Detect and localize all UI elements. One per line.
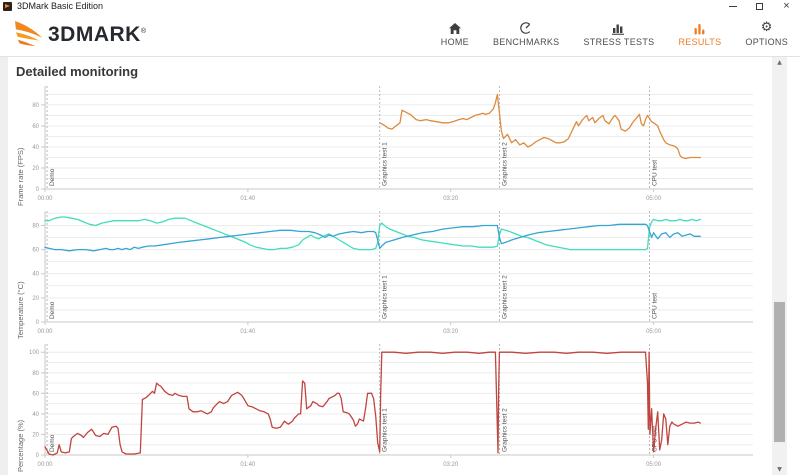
nav-item-results[interactable]: RESULTS <box>678 21 721 48</box>
x-tick-label: 00:00 <box>37 329 53 335</box>
maximize-icon <box>756 3 763 10</box>
y-tick-label: 80 <box>32 103 39 109</box>
nav-item-benchmarks[interactable]: BENCHMARKS <box>493 21 560 48</box>
nav-label: RESULTS <box>678 37 722 47</box>
y-tick-label: 40 <box>32 272 39 278</box>
monitoring-charts: Frame rate (FPS) 0 20 40 60 80 00:00 01:40 03:2… <box>0 81 800 472</box>
x-tick-label: 05:00 <box>646 196 662 202</box>
nav-item-home[interactable]: HOME <box>441 21 469 48</box>
title-bar: 3DMark Basic Edition × <box>0 0 800 13</box>
frame-rate-line <box>379 93 701 160</box>
x-tick-label: 03:20 <box>443 329 459 335</box>
x-tick-label: 00:00 <box>37 462 53 468</box>
event-label: Demo <box>49 301 56 319</box>
event-label: Graphics test 1 <box>382 408 389 452</box>
y-tick-label: 0 <box>36 320 40 326</box>
left-gutter <box>0 57 8 475</box>
event-label: Graphics test 1 <box>382 142 389 186</box>
window-title: 3DMark Basic Edition <box>17 1 104 11</box>
y-tick-label: 100 <box>29 350 40 356</box>
window-controls: × <box>719 0 800 13</box>
y-tick-label: 60 <box>32 124 39 130</box>
percentage-axis-label: Percentage (%) <box>16 419 25 472</box>
y-tick-label: 20 <box>32 166 39 172</box>
y-tick-label: 80 <box>32 371 39 377</box>
temperature-axis-label: Temperature (°C) <box>16 281 25 339</box>
results-bars-icon <box>693 21 707 35</box>
app-header: 3DMARK® HOME BENCHMARKS <box>0 13 800 57</box>
y-tick-label: 80 <box>32 223 39 229</box>
temperature-chart: Temperature (°C) 0 20 40 60 80 00:00 01:40 03:2… <box>10 206 800 339</box>
close-icon: × <box>783 0 790 12</box>
event-label: Demo <box>49 168 56 186</box>
close-button[interactable]: × <box>773 0 800 13</box>
brand-name: 3DMARK® <box>48 22 147 46</box>
nav-label: OPTIONS <box>745 37 788 47</box>
nav-item-stress-tests[interactable]: STRESS TESTS <box>583 21 654 48</box>
x-tick-label: 01:40 <box>240 196 256 202</box>
maximize-button[interactable] <box>746 0 773 13</box>
main-nav: HOME BENCHMARKS STRESS TESTS <box>441 21 788 48</box>
x-tick-label: 00:00 <box>37 196 53 202</box>
x-tick-label: 03:20 <box>443 196 459 202</box>
x-tick-label: 05:00 <box>646 462 662 468</box>
home-icon <box>448 21 462 35</box>
gauge-icon <box>519 21 533 35</box>
registered-mark: ® <box>140 27 147 35</box>
event-label: Graphics test 2 <box>501 408 508 452</box>
bar-chart-icon <box>611 21 626 35</box>
y-tick-label: 60 <box>32 248 39 254</box>
x-tick-label: 03:20 <box>443 462 459 468</box>
y-tick-label: 20 <box>32 296 39 302</box>
y-tick-label: 0 <box>36 187 40 193</box>
y-tick-label: 60 <box>32 391 39 397</box>
minimize-button[interactable] <box>719 0 746 13</box>
event-label: Demo <box>49 434 56 452</box>
percentage-chart: Percentage (%) 0 20 40 60 80 100 00:00 01:40 03:… <box>10 339 800 472</box>
scroll-down-icon[interactable]: ▼ <box>777 466 782 473</box>
y-tick-label: 0 <box>36 453 40 459</box>
event-label: Graphics test 1 <box>382 275 389 319</box>
x-tick-label: 01:40 <box>240 462 256 468</box>
event-label: CPU test <box>652 160 659 186</box>
vertical-scrollbar[interactable]: ▲ ▼ <box>772 57 787 475</box>
brand-logo: 3DMARK® <box>14 20 147 49</box>
percentage-line <box>44 351 701 456</box>
app-icon <box>3 2 12 11</box>
minimize-icon <box>728 6 737 7</box>
y-tick-label: 20 <box>32 432 39 438</box>
frame-rate-plot: 0 20 40 60 80 00:00 01:40 03:20 05:00 Demo Graphic… <box>32 86 753 202</box>
temperature-blue-line <box>44 223 701 252</box>
event-label: CPU test <box>652 293 659 319</box>
y-tick-label: 40 <box>32 145 39 151</box>
x-tick-label: 01:40 <box>240 329 256 335</box>
scrollbar-thumb[interactable] <box>774 302 785 442</box>
temperature-teal-line <box>44 216 701 251</box>
results-page: Detailed monitoring Frame rate (FPS) 0 20… <box>0 57 800 475</box>
gear-icon: ⚙ <box>760 20 773 35</box>
percentage-plot: 0 20 40 60 80 100 00:00 01:40 03:20 05:00 Demo Grap… <box>29 344 753 468</box>
nav-label: STRESS TESTS <box>583 37 655 47</box>
brand-swoosh-icon <box>15 20 43 46</box>
nav-label: BENCHMARKS <box>492 37 560 47</box>
page-title: Detailed monitoring <box>16 64 139 79</box>
temperature-plot: 0 20 40 60 80 00:00 01:40 03:20 05:00 Demo Graphic… <box>32 211 753 335</box>
frame-rate-chart: Frame rate (FPS) 0 20 40 60 80 00:00 01:40 03:2… <box>10 81 800 206</box>
event-label: Graphics test 2 <box>501 142 508 186</box>
nav-item-options[interactable]: ⚙ OPTIONS <box>745 21 788 48</box>
y-tick-label: 40 <box>32 412 39 418</box>
scroll-up-icon[interactable]: ▲ <box>777 59 782 66</box>
frame-rate-axis-label: Frame rate (FPS) <box>16 147 25 206</box>
event-label: Graphics test 2 <box>501 275 508 319</box>
x-tick-label: 05:00 <box>646 329 662 335</box>
nav-label: HOME <box>440 37 469 47</box>
